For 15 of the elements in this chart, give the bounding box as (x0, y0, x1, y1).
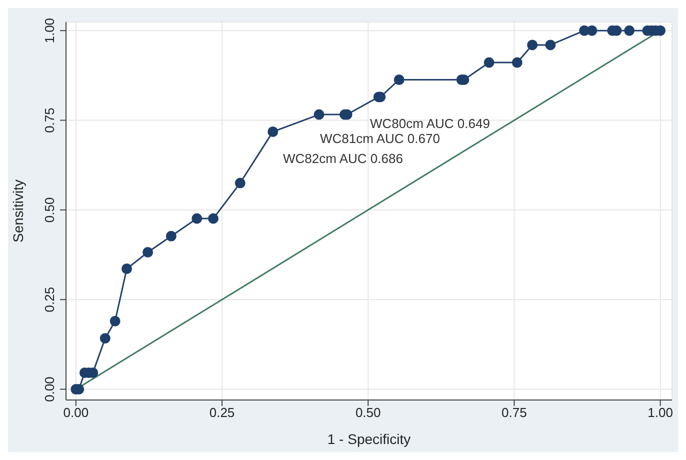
x-tick-label: 0.75 (502, 405, 527, 420)
y-tick-label: 0.50 (42, 197, 57, 223)
x-tick-label: 0.00 (63, 405, 89, 420)
x-tick-label: 1.00 (648, 405, 673, 420)
annotation: WC82cm AUC 0.686 (283, 151, 403, 166)
annotation: WC81cm AUC 0.670 (320, 131, 440, 146)
annotation: WC80cm AUC 0.649 (370, 116, 490, 131)
x-tick-label: 0.25 (209, 405, 235, 420)
y-tick-label: 0.00 (42, 376, 57, 402)
y-axis-title: Sensitivity (10, 179, 26, 243)
x-tick-label: 0.50 (355, 405, 381, 420)
y-tick-label: 0.75 (42, 108, 57, 133)
x-axis-title: 1 - Specificity (327, 431, 411, 447)
y-tick-label: 0.25 (42, 286, 57, 312)
y-tick-label: 1.00 (42, 18, 57, 44)
